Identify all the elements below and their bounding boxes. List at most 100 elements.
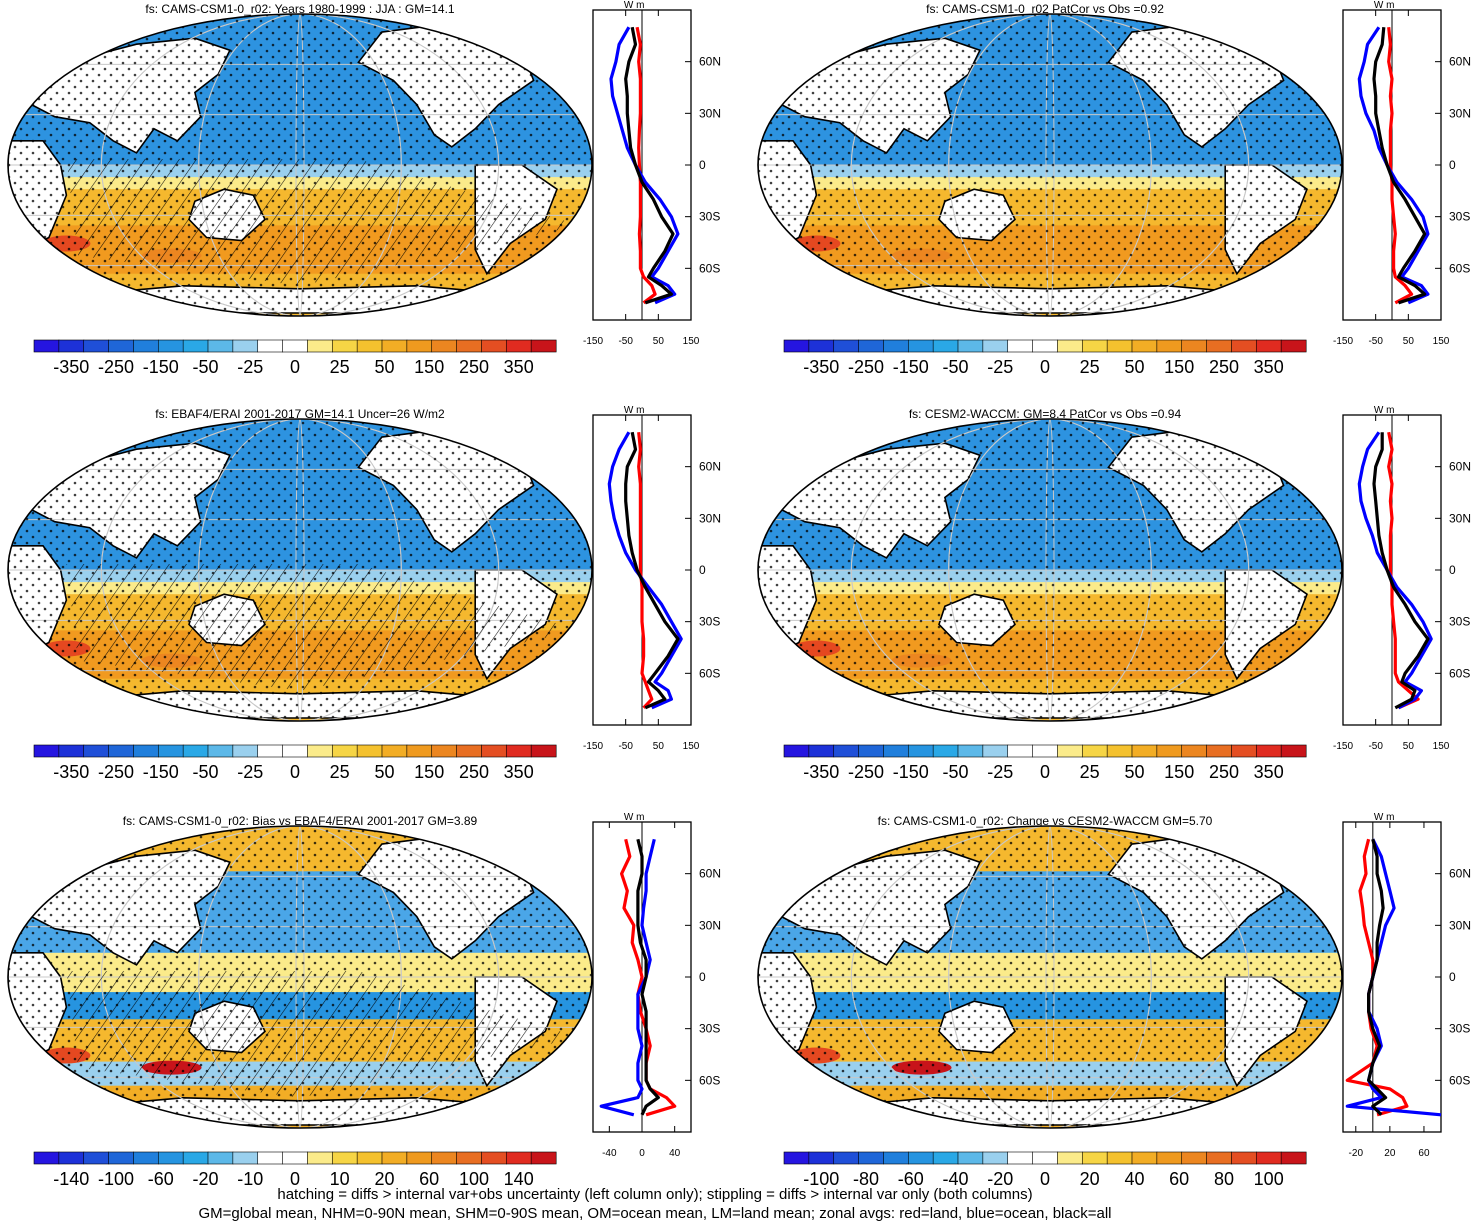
map-border bbox=[7, 825, 593, 1129]
y-tick-label: 60N bbox=[1449, 55, 1471, 69]
colorbar-cell bbox=[1280, 339, 1307, 353]
x-tick-label: 50 bbox=[653, 741, 665, 752]
colorbar-cell bbox=[1032, 744, 1058, 758]
colorbar-cell bbox=[207, 744, 234, 758]
colorbar-cell bbox=[957, 1151, 984, 1165]
colorbar-cell bbox=[858, 1151, 884, 1165]
colorbar-cell bbox=[1156, 339, 1183, 353]
colorbar-3: -350 -250 -150 -50 -25 0 25 50 150 250 350 bbox=[783, 744, 1307, 782]
colorbar-label: -250 bbox=[98, 357, 134, 377]
panel-title: fs: EBAF4/ERAI 2001-2017 GM=14.1 Uncer=2… bbox=[155, 407, 445, 421]
colorbar-label: 0 bbox=[290, 357, 300, 377]
y-tick-label: 60S bbox=[1449, 1073, 1470, 1087]
colorbar-cell bbox=[1231, 339, 1257, 353]
colorbar-label: 100 bbox=[1254, 1169, 1284, 1189]
colorbar-cell bbox=[182, 339, 209, 353]
x-tick-label: 150 bbox=[683, 336, 700, 347]
y-tick-label: 30N bbox=[1449, 918, 1471, 932]
colorbar-label: -150 bbox=[893, 762, 929, 782]
colorbar-cell bbox=[1255, 744, 1282, 758]
colorbar-cell bbox=[783, 744, 810, 758]
y-tick-label: 60N bbox=[699, 55, 721, 69]
x-tick-label: -150 bbox=[583, 741, 603, 752]
colorbar-cell bbox=[1106, 339, 1133, 353]
colorbar-label: -25 bbox=[237, 762, 263, 782]
colorbar-label: 150 bbox=[1164, 762, 1194, 782]
colorbar-label: 50 bbox=[1124, 357, 1144, 377]
colorbar-cell bbox=[232, 744, 259, 758]
colorbar-label: -150 bbox=[143, 762, 179, 782]
colorbar-cell bbox=[1255, 339, 1282, 353]
colorbar-cell bbox=[431, 744, 458, 758]
y-tick-label: 0 bbox=[699, 970, 706, 984]
colorbar-cell bbox=[33, 744, 60, 758]
colorbar-cell bbox=[133, 339, 159, 353]
colorbar-cell bbox=[505, 339, 532, 353]
colorbar-cell bbox=[307, 1151, 333, 1165]
y-tick-label: 60N bbox=[699, 867, 721, 881]
map-field bbox=[8, 14, 592, 316]
stippling bbox=[758, 419, 1342, 721]
colorbar-label: -10 bbox=[237, 1169, 263, 1189]
y-tick-label: 30S bbox=[1449, 615, 1470, 629]
zonal-units: W m bbox=[1374, 0, 1395, 11]
colorbar-cell bbox=[1106, 1151, 1133, 1165]
colorbar-cell bbox=[932, 744, 959, 758]
colorbar-cell bbox=[833, 744, 860, 758]
zonal-units: W m bbox=[624, 405, 645, 416]
map-panel-5: fs: CAMS-CSM1-0_r02: Change vs CESM2-WAC… bbox=[757, 814, 1343, 1129]
colorbar-1: -350 -250 -150 -50 -25 0 25 50 150 250 350 bbox=[783, 339, 1307, 377]
y-tick-label: 60S bbox=[1449, 261, 1470, 275]
colorbar-label: 20 bbox=[1080, 1169, 1100, 1189]
colorbar-label: -150 bbox=[893, 357, 929, 377]
colorbar-label: 250 bbox=[1209, 357, 1239, 377]
colorbar-cell bbox=[1231, 1151, 1257, 1165]
colorbar-label: -250 bbox=[98, 762, 134, 782]
x-tick-label: 0 bbox=[639, 1148, 645, 1159]
zonal-series-all bbox=[1372, 432, 1430, 710]
colorbar-cell bbox=[481, 1151, 507, 1165]
colorbar-cell bbox=[1057, 339, 1083, 353]
colorbar-label: -140 bbox=[53, 1169, 89, 1189]
colorbar-label: 250 bbox=[1209, 762, 1239, 782]
y-tick-label: 0 bbox=[1449, 970, 1456, 984]
colorbar-label: 25 bbox=[330, 762, 350, 782]
colorbar-cell bbox=[982, 339, 1009, 353]
colorbar-cell bbox=[431, 339, 458, 353]
colorbar-cell bbox=[431, 1151, 458, 1165]
colorbar-label: 0 bbox=[1040, 357, 1050, 377]
x-tick-label: -50 bbox=[618, 741, 633, 752]
colorbar-cell bbox=[381, 744, 408, 758]
colorbar-label: 350 bbox=[504, 762, 534, 782]
zonal-panel-0: W m -150 -50 50 150 60N 30N 0 30S 60S bbox=[583, 0, 721, 347]
zonal-panel-5: W m -20 20 60 60N 30N 0 30S 60S bbox=[1342, 812, 1471, 1159]
colorbar-cell bbox=[207, 339, 234, 353]
panel-title: fs: CAMS-CSM1-0_r02: Bias vs EBAF4/ERAI … bbox=[123, 814, 478, 828]
colorbar-label: 250 bbox=[459, 762, 489, 782]
colorbar-cell bbox=[932, 1151, 959, 1165]
colorbar-cell bbox=[1156, 1151, 1183, 1165]
colorbar-cell bbox=[133, 744, 159, 758]
colorbar-label: 80 bbox=[1214, 1169, 1234, 1189]
colorbar-cell bbox=[207, 1151, 234, 1165]
colorbar-cell bbox=[1007, 1151, 1034, 1165]
map-border bbox=[757, 418, 1343, 722]
colorbar-label: -50 bbox=[942, 762, 968, 782]
y-tick-label: 60N bbox=[699, 460, 721, 474]
colorbar-cell bbox=[182, 1151, 209, 1165]
colorbar-cell bbox=[232, 339, 259, 353]
colorbar-cell bbox=[1007, 339, 1034, 353]
colorbar-cell bbox=[1231, 744, 1257, 758]
colorbar-label: -250 bbox=[848, 357, 884, 377]
zonal-series-all bbox=[624, 431, 680, 710]
map-border bbox=[7, 13, 593, 317]
y-tick-label: 0 bbox=[1449, 158, 1456, 172]
y-tick-label: 60S bbox=[699, 261, 720, 275]
x-tick-label: -150 bbox=[1333, 741, 1353, 752]
colorbar-cell bbox=[505, 1151, 532, 1165]
colorbar-cell bbox=[1206, 339, 1232, 353]
colorbar-cell bbox=[356, 744, 383, 758]
colorbar-cell bbox=[282, 339, 308, 353]
colorbar-label: 350 bbox=[1254, 357, 1284, 377]
colorbar-cell bbox=[282, 744, 308, 758]
